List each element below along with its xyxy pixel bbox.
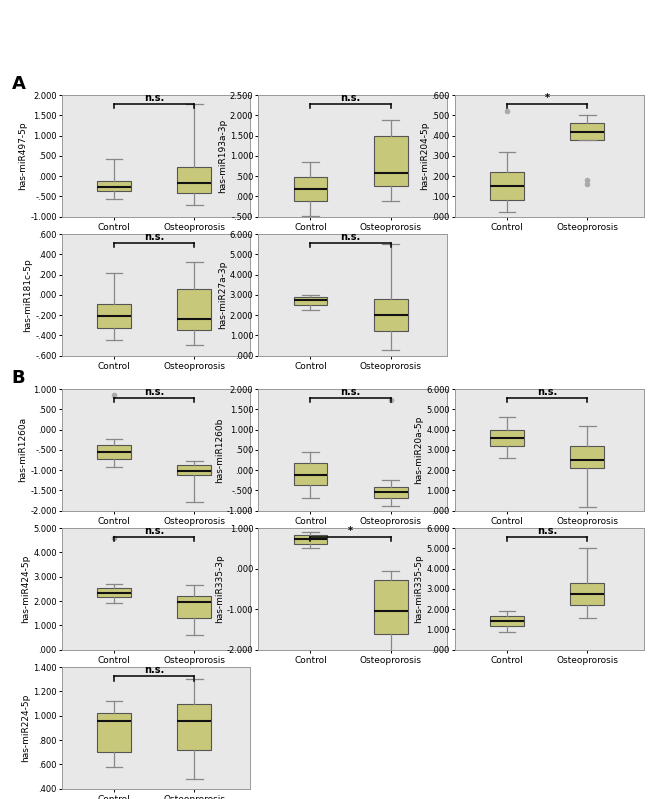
- Text: n.s.: n.s.: [537, 387, 557, 397]
- Y-axis label: has-miR1260b: has-miR1260b: [215, 417, 224, 483]
- PathPatch shape: [490, 430, 524, 446]
- PathPatch shape: [294, 535, 328, 543]
- PathPatch shape: [571, 583, 604, 606]
- PathPatch shape: [571, 446, 604, 468]
- Y-axis label: has-miR497-5p: has-miR497-5p: [18, 121, 27, 190]
- PathPatch shape: [97, 714, 131, 752]
- Y-axis label: has-miR20a-5p: has-miR20a-5p: [415, 415, 423, 484]
- Y-axis label: has-miR224-5p: has-miR224-5p: [21, 694, 31, 762]
- PathPatch shape: [177, 465, 211, 475]
- Text: *: *: [545, 93, 550, 103]
- Y-axis label: has-miR204-5p: has-miR204-5p: [420, 121, 428, 190]
- Y-axis label: has-miR181c-5p: has-miR181c-5p: [23, 258, 32, 332]
- PathPatch shape: [177, 167, 211, 193]
- PathPatch shape: [294, 297, 328, 304]
- PathPatch shape: [97, 181, 131, 191]
- Y-axis label: has-miR335-3p: has-miR335-3p: [215, 555, 224, 623]
- PathPatch shape: [374, 137, 408, 186]
- PathPatch shape: [374, 487, 408, 498]
- PathPatch shape: [97, 304, 131, 328]
- PathPatch shape: [490, 615, 524, 626]
- PathPatch shape: [177, 596, 211, 618]
- Text: A: A: [12, 74, 25, 93]
- Y-axis label: has-miR193a-3p: has-miR193a-3p: [218, 119, 227, 193]
- Text: n.s.: n.s.: [341, 93, 361, 103]
- PathPatch shape: [294, 463, 328, 486]
- Text: n.s.: n.s.: [144, 526, 164, 536]
- Text: n.s.: n.s.: [341, 387, 361, 397]
- PathPatch shape: [177, 704, 211, 749]
- Y-axis label: has-miR335-5p: has-miR335-5p: [415, 555, 423, 623]
- PathPatch shape: [177, 288, 211, 330]
- Text: n.s.: n.s.: [144, 232, 164, 242]
- Y-axis label: has-miR27a-3p: has-miR27a-3p: [218, 260, 227, 329]
- Text: *: *: [348, 526, 353, 536]
- Text: n.s.: n.s.: [537, 526, 557, 536]
- PathPatch shape: [571, 123, 604, 140]
- PathPatch shape: [490, 172, 524, 201]
- Y-axis label: has-miR1260a: has-miR1260a: [18, 417, 27, 483]
- PathPatch shape: [294, 177, 328, 201]
- Text: B: B: [12, 368, 25, 387]
- PathPatch shape: [374, 299, 408, 332]
- Y-axis label: has-miR424-5p: has-miR424-5p: [21, 555, 31, 623]
- Text: n.s.: n.s.: [144, 387, 164, 397]
- PathPatch shape: [97, 588, 131, 597]
- Text: n.s.: n.s.: [144, 93, 164, 103]
- Text: n.s.: n.s.: [341, 232, 361, 242]
- Text: n.s.: n.s.: [144, 665, 164, 675]
- PathPatch shape: [97, 445, 131, 459]
- PathPatch shape: [374, 580, 408, 634]
